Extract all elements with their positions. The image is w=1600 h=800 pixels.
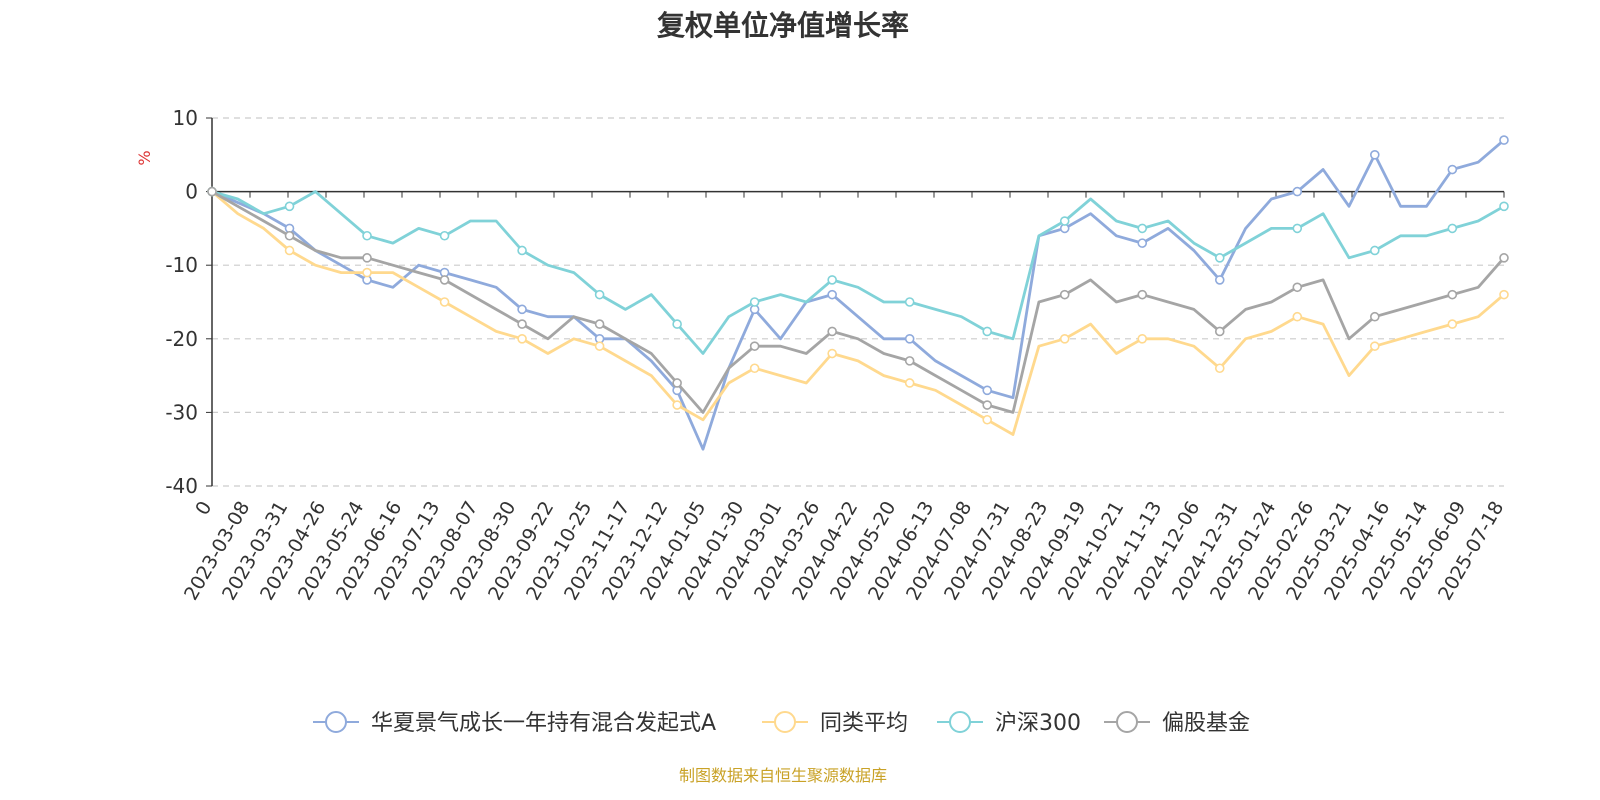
legend-label: 同类平均 xyxy=(820,711,908,736)
data-point xyxy=(362,230,372,241)
legend[interactable]: 华夏景气成长一年持有混合发起式A 同类平均 沪深300 偏股基金 xyxy=(313,711,1250,736)
y-tick-label: -30 xyxy=(165,400,198,424)
data-point xyxy=(1499,135,1509,145)
data-point xyxy=(749,363,760,374)
data-point xyxy=(594,319,605,329)
data-point xyxy=(1292,311,1303,322)
data-point xyxy=(1059,333,1070,344)
data-point xyxy=(749,341,760,351)
data-point xyxy=(904,297,915,307)
data-point xyxy=(284,201,295,212)
data-point xyxy=(1499,253,1509,263)
data-point xyxy=(827,348,837,359)
data-point xyxy=(827,275,837,285)
data-point xyxy=(517,319,527,329)
data-point xyxy=(982,400,993,410)
x-tick-label: 0 xyxy=(191,498,216,519)
data-point xyxy=(904,378,915,388)
series-line-1 xyxy=(211,139,1505,451)
data-point xyxy=(1499,289,1509,300)
data-point xyxy=(1447,319,1458,329)
y-tick-label: -10 xyxy=(165,253,198,277)
data-point xyxy=(439,230,450,241)
axes xyxy=(206,117,1505,487)
chart-title: 复权单位净值增长率 xyxy=(656,9,909,42)
data-point xyxy=(749,297,760,307)
data-point xyxy=(1370,341,1380,351)
data-point xyxy=(672,400,682,410)
data-point xyxy=(827,289,837,300)
data-point xyxy=(1447,289,1458,300)
data-point xyxy=(1137,289,1148,300)
data-point xyxy=(1370,150,1380,160)
data-point xyxy=(362,253,372,263)
legend-marker xyxy=(774,711,796,733)
data-point xyxy=(827,326,837,337)
legend-marker xyxy=(325,711,347,733)
data-point xyxy=(439,297,450,307)
data-point xyxy=(904,333,915,344)
data-point xyxy=(1499,201,1509,212)
data-point xyxy=(1447,223,1458,234)
data-point xyxy=(904,356,915,366)
data-point xyxy=(1137,333,1148,344)
series-line-4 xyxy=(211,190,1506,414)
data-point xyxy=(982,326,993,337)
y-tick-labels: 10 0 -10 -20 -30 -40 xyxy=(165,106,198,498)
legend-label: 华夏景气成长一年持有混合发起式A xyxy=(371,711,716,736)
data-point xyxy=(1059,289,1070,300)
data-point xyxy=(1370,245,1380,256)
data-point xyxy=(672,319,682,329)
series-lines xyxy=(207,135,1509,451)
data-point xyxy=(594,341,605,351)
y-tick-label: -20 xyxy=(165,327,198,351)
source-note: 制图数据来自恒生聚源数据库 xyxy=(678,766,887,785)
data-point xyxy=(517,245,527,256)
data-point xyxy=(1214,363,1225,374)
series-line-2 xyxy=(211,190,1505,436)
data-point xyxy=(517,304,527,315)
legend-marker xyxy=(949,711,971,733)
gridlines xyxy=(212,117,1504,487)
data-point xyxy=(1292,282,1303,293)
data-point xyxy=(207,186,217,197)
y-tick-label: 0 xyxy=(185,180,198,204)
x-tick-labels: 02023-03-082023-03-312023-04-262023-05-2… xyxy=(180,498,1508,605)
data-point xyxy=(362,267,372,278)
legend-marker xyxy=(1116,711,1138,733)
data-point xyxy=(1370,311,1380,322)
data-point xyxy=(982,385,993,396)
data-point xyxy=(1214,253,1225,263)
data-point xyxy=(1292,223,1303,234)
data-point xyxy=(594,289,605,300)
data-point xyxy=(982,414,993,425)
data-point xyxy=(517,333,527,344)
line-chart: % 10 0 -10 -20 -30 -40 02023-03-082023-03-312… xyxy=(135,106,1509,736)
y-axis-unit-label: % xyxy=(135,150,154,165)
y-tick-label: 10 xyxy=(173,106,198,130)
legend-label: 偏股基金 xyxy=(1162,711,1250,736)
data-point xyxy=(1137,238,1148,248)
data-point xyxy=(1214,275,1225,285)
data-point xyxy=(1059,216,1070,226)
data-point xyxy=(439,275,450,285)
data-point xyxy=(1292,186,1303,197)
y-tick-label: -40 xyxy=(165,474,198,498)
data-point xyxy=(1214,326,1225,337)
data-point xyxy=(284,230,295,241)
legend-label: 沪深300 xyxy=(995,711,1081,736)
data-point xyxy=(1137,223,1148,234)
data-point xyxy=(672,378,682,388)
data-point xyxy=(284,245,295,256)
series-line-3 xyxy=(211,190,1505,355)
data-point xyxy=(1447,164,1458,175)
